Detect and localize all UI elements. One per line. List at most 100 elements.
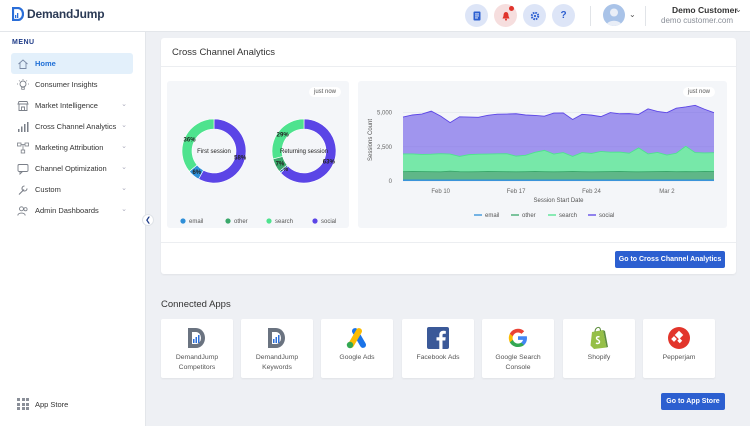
app-tile-pepperjam[interactable]: Pepperjam — [643, 319, 715, 378]
collapse-sidebar-button[interactable]: ❮ — [142, 214, 154, 226]
sidebar-item-label: Channel Optimization — [35, 164, 107, 173]
pepperjam-icon — [668, 327, 690, 349]
bar-chart-icon — [16, 120, 29, 133]
x-tick-label: Feb 10 — [431, 189, 450, 195]
sidebar-item-consumer-insights[interactable]: Consumer Insights — [11, 74, 133, 95]
app-tile-demandjump-keywords[interactable]: DemandJump Keywords — [241, 319, 313, 378]
y-tick-label: 2,500 — [377, 145, 393, 151]
chevron-down-icon: ⌄ — [121, 164, 127, 171]
app-label: DemandJump Keywords — [255, 354, 299, 371]
line-series-social — [402, 104, 715, 124]
app-label: Pepperjam — [662, 354, 696, 361]
document-icon — [473, 11, 480, 20]
sidebar-item-admin-dashboards[interactable]: Admin Dashboards ⌄ — [11, 200, 133, 221]
donut-data-label: 6% — [192, 170, 201, 176]
chevron-down-icon: ⌄ — [121, 206, 127, 213]
divider — [161, 242, 736, 243]
sidebar: MENU Home Consumer Insights Market Intel… — [0, 32, 146, 426]
legend-label: other — [522, 213, 536, 219]
menu-heading: MENU — [12, 39, 35, 46]
sidebar-item-label: Consumer Insights — [35, 80, 98, 89]
chevron-down-icon: ⌄ — [121, 122, 127, 129]
area-series-search — [403, 146, 714, 172]
user-email: demo customer.com — [661, 16, 734, 25]
y-axis-label: Sessions Count — [368, 119, 374, 161]
legend-marker — [266, 218, 272, 224]
card-title: Cross Channel Analytics — [172, 47, 275, 58]
user-avatar-icon — [606, 8, 622, 26]
avatar[interactable] — [603, 4, 625, 26]
y-tick-label: 5,000 — [377, 111, 393, 117]
sidebar-item-label: Home — [35, 59, 56, 68]
app-tile-demandjump-competitors[interactable]: DemandJump Competitors — [161, 319, 233, 378]
demandjump-logo-icon — [12, 7, 24, 21]
wrench-icon — [16, 183, 29, 196]
sidebar-item-market-intelligence[interactable]: Market Intelligence ⌄ — [11, 95, 133, 116]
app-label: Google Search Console — [495, 354, 541, 371]
app-tile-shopify[interactable]: Shopify — [563, 319, 635, 378]
notification-dot — [509, 6, 514, 11]
question-icon: ? — [560, 10, 567, 21]
chevron-down-icon[interactable]: ⌄ — [735, 5, 742, 14]
go-to-app-store-button[interactable]: Go to App Store — [661, 393, 725, 410]
google-icon — [508, 328, 527, 347]
donut-data-label: 7% — [276, 161, 285, 167]
top-bar: DemandJump ? ⌄ Demo Customer ⌄ demo cust… — [0, 0, 750, 32]
home-icon — [16, 57, 29, 70]
notifications-button[interactable] — [494, 4, 517, 27]
sidebar-item-label: Admin Dashboards — [35, 206, 99, 215]
donut-charts: 58% 6% 36%First session 63% 1%7% 29% Returning… — [180, 118, 336, 225]
settings-button[interactable] — [523, 4, 546, 27]
x-tick-label: Feb 24 — [582, 189, 601, 195]
chevron-down-icon: ⌄ — [121, 185, 127, 192]
donut-data-label: 29% — [277, 132, 290, 138]
reports-button[interactable] — [465, 4, 488, 27]
area-chart: 0 2,500 5,000 Feb 10 Feb 17 Feb 24 Mar 2 Sessio… — [368, 104, 715, 219]
app-label: Facebook Ads — [416, 354, 460, 361]
x-axis-label: Session Start Date — [533, 198, 584, 204]
sidebar-item-custom[interactable]: Custom ⌄ — [11, 179, 133, 200]
sidebar-item-label: Marketing Attribution — [35, 143, 104, 152]
sidebar-item-marketing-attribution[interactable]: Marketing Attribution ⌄ — [11, 137, 133, 158]
line-series-search — [403, 145, 715, 157]
donut-data-label: 36% — [184, 138, 197, 144]
bell-icon — [502, 11, 509, 21]
sidebar-item-label: App Store — [35, 399, 69, 409]
donut-center-label: Returning session — [280, 149, 328, 155]
app-label: Shopify — [587, 354, 611, 361]
legend-label: search — [559, 213, 577, 219]
shopify-icon — [590, 326, 608, 349]
x-tick-label: Mar 2 — [659, 189, 675, 195]
legend-marker — [312, 218, 318, 224]
go-to-cross-channel-analytics-button[interactable]: Go to Cross Channel Analytics — [615, 251, 725, 268]
connected-apps-title: Connected Apps — [161, 299, 231, 310]
area-chart-panel: just now 0 2,500 5,000 Feb 10 Feb 17 Feb 24 Ma… — [358, 81, 727, 228]
app-tile-google-search-console[interactable]: Google Search Console — [482, 319, 554, 378]
app-tile-google-ads[interactable]: Google Ads — [321, 319, 393, 378]
sidebar-item-cross-channel-analytics[interactable]: Cross Channel Analytics ⌄ — [11, 116, 133, 137]
store-icon — [16, 99, 29, 112]
user-name[interactable]: Demo Customer — [672, 5, 738, 15]
legend-label: social — [599, 213, 614, 219]
area-series-other — [403, 171, 714, 180]
app-label: Google Ads — [339, 354, 375, 361]
sidebar-item-home[interactable]: Home — [11, 53, 133, 74]
sidebar-item-app-store[interactable]: App Store — [17, 398, 68, 410]
app-tile-facebook-ads[interactable]: Facebook Ads — [402, 319, 474, 378]
facebook-icon — [427, 327, 449, 349]
sidebar-item-channel-optimization[interactable]: Channel Optimization ⌄ — [11, 158, 133, 179]
divider — [590, 6, 591, 26]
help-button[interactable]: ? — [552, 4, 575, 27]
brand-logo[interactable]: DemandJump — [12, 7, 105, 21]
chevron-down-icon: ⌄ — [121, 101, 127, 108]
x-tick-label: Feb 17 — [507, 189, 526, 195]
google-ads-icon — [346, 328, 366, 349]
users-icon — [16, 204, 29, 217]
donut-slice — [181, 118, 215, 172]
y-tick-label: 0 — [389, 179, 393, 185]
legend-label: email — [189, 219, 203, 225]
chevron-down-icon[interactable]: ⌄ — [629, 10, 636, 19]
demandjump-keywords-icon — [268, 328, 285, 348]
legend-marker — [225, 218, 231, 224]
area-series-social — [403, 105, 714, 157]
